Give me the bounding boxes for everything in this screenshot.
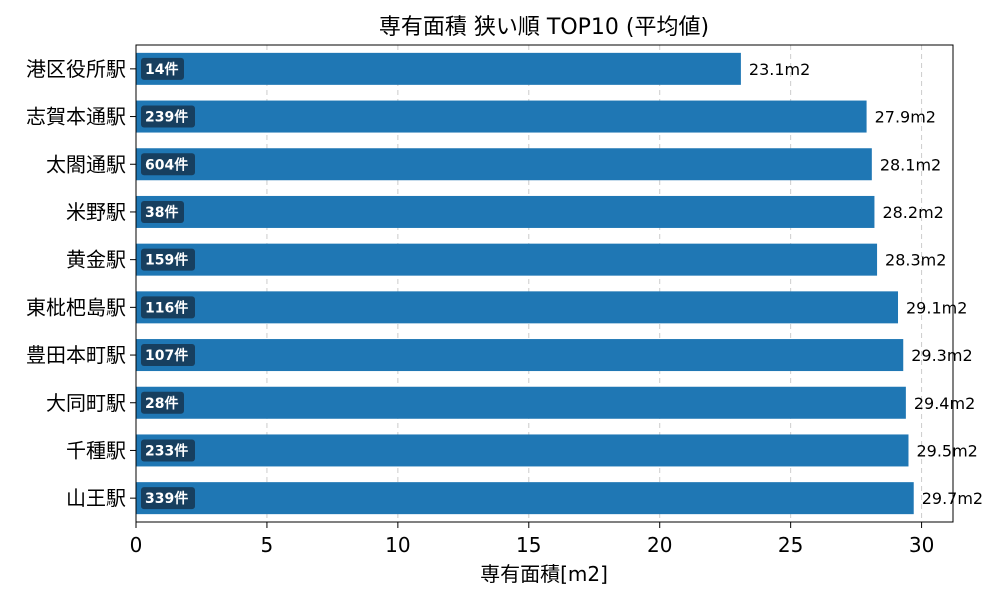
- category-label: 米野駅: [66, 200, 126, 224]
- count-label: 28件: [145, 395, 178, 412]
- count-label: 239件: [145, 109, 188, 126]
- chart-title: 専有面積 狭い順 TOP10 (平均値): [379, 15, 709, 40]
- bar: [136, 52, 741, 85]
- count-label: 604件: [145, 156, 188, 173]
- x-axis-label: 専有面積[m2]: [480, 562, 608, 586]
- count-badge: [141, 57, 184, 80]
- x-tick-label: 15: [516, 533, 541, 557]
- x-tick-label: 30: [909, 533, 934, 557]
- category-label: 港区役所駅: [26, 57, 126, 81]
- x-tick-label: 25: [778, 533, 803, 557]
- x-tick-label: 20: [647, 533, 672, 557]
- category-label: 山王駅: [66, 486, 126, 510]
- x-tick-label: 5: [261, 533, 274, 557]
- category-label: 大同町駅: [46, 391, 126, 415]
- category-label: 豊田本町駅: [26, 343, 126, 367]
- value-label: 29.7m2: [922, 489, 983, 508]
- count-badge: [141, 200, 184, 223]
- bar: [136, 291, 899, 324]
- count-label: 38件: [145, 204, 178, 221]
- bars-group: 14件 23.1m2 239件 27.9m2 604件 28.1m2 38件 28.2m2 15…: [136, 52, 983, 515]
- value-label: 29.4m2: [914, 394, 975, 413]
- category-label: 太閤通駅: [46, 152, 126, 176]
- count-badge: [141, 391, 184, 414]
- count-label: 116件: [145, 299, 188, 316]
- count-label: 14件: [145, 61, 178, 78]
- x-ticks: 0 5 10 15 20 25 30: [130, 522, 934, 557]
- bar: [136, 243, 878, 276]
- category-label: 東枇杷島駅: [26, 295, 126, 319]
- category-label: 黄金駅: [66, 248, 126, 272]
- plot-frame: [135, 44, 954, 523]
- count-badge: [141, 439, 195, 462]
- count-label: 107件: [145, 347, 188, 364]
- value-label: 27.9m2: [875, 108, 936, 127]
- count-label: 159件: [145, 252, 188, 269]
- count-label: 339件: [145, 490, 188, 507]
- category-label: 志賀本通駅: [26, 105, 126, 129]
- value-label: 29.5m2: [916, 441, 977, 460]
- count-badge: [141, 153, 195, 176]
- count-badge: [141, 487, 195, 510]
- bar: [136, 148, 872, 181]
- count-badge: [141, 344, 195, 367]
- value-label: 28.2m2: [882, 203, 943, 222]
- value-label: 29.1m2: [906, 298, 967, 317]
- bar: [136, 100, 867, 133]
- category-label: 千種駅: [66, 438, 126, 462]
- bar: [136, 482, 914, 515]
- bar: [136, 339, 904, 372]
- x-tick-label: 0: [130, 533, 143, 557]
- value-label: 23.1m2: [749, 60, 810, 79]
- value-label: 28.1m2: [880, 155, 941, 174]
- value-label: 29.3m2: [911, 346, 972, 365]
- x-tick-label: 10: [385, 533, 410, 557]
- count-badge: [141, 105, 195, 128]
- count-badge: [141, 248, 195, 271]
- count-label: 233件: [145, 442, 188, 459]
- bar: [136, 195, 875, 228]
- bar: [136, 386, 906, 419]
- count-badge: [141, 296, 195, 319]
- value-label: 28.3m2: [885, 251, 946, 270]
- bar: [136, 434, 909, 467]
